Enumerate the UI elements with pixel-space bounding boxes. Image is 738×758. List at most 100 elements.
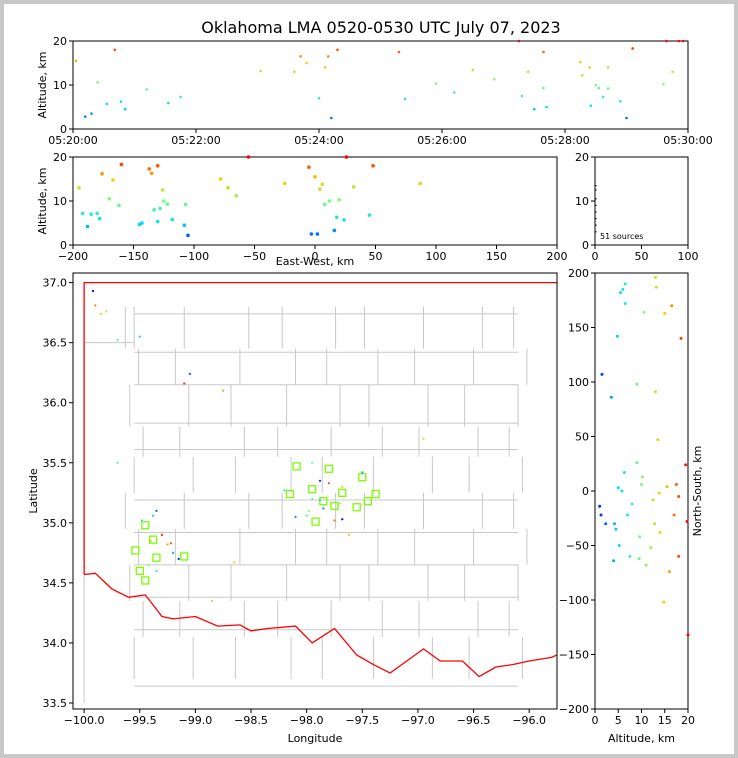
plan-view-source-point (160, 533, 164, 536)
lma-station-marker (180, 552, 189, 561)
lma-station-marker (330, 501, 339, 511)
ns-altitude-point (686, 633, 690, 637)
ew-altitude-point (313, 175, 317, 179)
plan-view-source-point (152, 514, 155, 517)
ew-altitude-point (332, 228, 337, 233)
ns-altitude-point (623, 282, 627, 286)
ns-tick-label: −100 (559, 594, 589, 607)
longitude-tick-label: −98.5 (234, 714, 268, 727)
time-altitude-point (179, 95, 182, 99)
lma-station-marker (352, 503, 361, 512)
plan-view-source-point (91, 289, 95, 293)
time-altitude-point (453, 91, 456, 94)
plan-view-source-point (422, 437, 425, 440)
histogram-bar (595, 211, 597, 213)
ew-altitude-point (155, 164, 160, 168)
plan-view-source-point (341, 518, 344, 521)
plan-view-source-point (166, 543, 169, 546)
latitude-ylabel: Latitude (27, 468, 40, 514)
ew-xlabel: East-West, km (276, 255, 354, 268)
ew-altitude-point (315, 232, 320, 236)
plan-view-source-point (155, 569, 158, 572)
ew-altitude-point (334, 215, 339, 220)
ns-tick-label: −150 (559, 649, 589, 662)
plan-view-source-point (147, 563, 150, 566)
ns-altitude-point (609, 395, 613, 399)
ns-altitude-point (670, 304, 674, 308)
time-altitude-point (105, 102, 109, 106)
plan-view-source-point (338, 502, 342, 505)
plan-view-source-point (341, 485, 344, 488)
ns-alt-tick-label: 20 (681, 714, 695, 727)
time-altitude-point (113, 48, 117, 52)
time-altitude-point (588, 66, 591, 69)
ew-altitude-point (309, 232, 314, 236)
lma-station-marker (135, 566, 144, 576)
time-altitude-point (74, 59, 78, 63)
ns-altitude-point (685, 520, 689, 524)
longitude-tick-label: −100.0 (64, 714, 105, 727)
plan-view-source-point (155, 509, 158, 512)
ew-alt-tick-label: 20 (53, 151, 67, 164)
plan-view-source-point (294, 515, 297, 518)
ew-altitude-ylabel: Altitude, km (36, 167, 49, 234)
ns-altitude-point (628, 554, 632, 558)
latitude-tick-label: 36.5 (43, 337, 68, 350)
ns-altitude-point (653, 522, 657, 526)
ew-altitude-point (77, 186, 81, 190)
plan-view-source-point (333, 519, 336, 522)
ew-altitude-point (342, 218, 346, 222)
latitude-tick-label: 36.0 (43, 397, 68, 410)
lma-station-marker (152, 553, 161, 562)
ns-tick-label: 0 (582, 485, 589, 498)
ew-altitude-point (149, 171, 154, 176)
longitude-tick-label: −98.0 (290, 714, 324, 727)
time-altitude-point (580, 74, 584, 77)
ns-alt-tick-label: 5 (615, 714, 622, 727)
ew-altitude-point (158, 206, 162, 211)
ns-altitude-point (616, 486, 620, 490)
time-alt-tick-label: 0 (60, 123, 67, 136)
ew-altitude-point (320, 182, 325, 187)
ew-altitude-axes (72, 156, 558, 246)
time-altitude-point (90, 112, 93, 115)
ew-altitude-point (89, 212, 93, 216)
ns-altitude-point (640, 475, 644, 479)
ns-altitude-point (635, 382, 639, 386)
ns-altitude-point (662, 600, 666, 604)
ew-altitude-point (218, 177, 223, 181)
ns-altitude-point (615, 334, 619, 338)
ew-tick-label: 150 (486, 250, 507, 263)
time-altitude-point (677, 39, 681, 43)
ew-tick-label: 50 (369, 250, 383, 263)
longitude-tick-label: −96.0 (512, 714, 546, 727)
ew-alt-tick-label: 0 (60, 239, 67, 252)
ns-altitude-point (642, 310, 646, 314)
time-altitude-point (589, 104, 593, 107)
time-altitude-point (259, 69, 262, 73)
time-alt-tick-label: 10 (53, 79, 67, 92)
ew-altitude-point (367, 213, 372, 217)
ns-altitude-point (653, 275, 657, 279)
time-altitude-point (317, 96, 321, 100)
ew-altitude-point (327, 199, 332, 203)
ns-alt-tick-label: 15 (658, 714, 672, 727)
ns-altitude-point (599, 513, 603, 517)
time-altitude-point (145, 88, 149, 91)
time-altitude-point (434, 82, 438, 85)
histogram-bar (595, 185, 597, 187)
time-altitude-point (625, 116, 628, 120)
ns-altitude-point (598, 504, 602, 508)
histogram-x-tick-label: 100 (678, 250, 699, 263)
lma-station-marker (363, 497, 373, 506)
time-altitude-point (299, 55, 302, 58)
ns-tick-label: 50 (575, 431, 589, 444)
lma-station-marker (358, 473, 367, 482)
figure-title: Oklahoma LMA 0520-0530 UTC July 07, 2023 (201, 18, 560, 37)
lma-station-marker (324, 464, 334, 473)
time-tick-label: 05:26:00 (417, 134, 466, 147)
ns-tick-label: 200 (568, 267, 589, 280)
ew-altitude-point (183, 202, 188, 207)
lma-station-marker (311, 517, 320, 526)
ew-altitude-point (147, 167, 152, 171)
